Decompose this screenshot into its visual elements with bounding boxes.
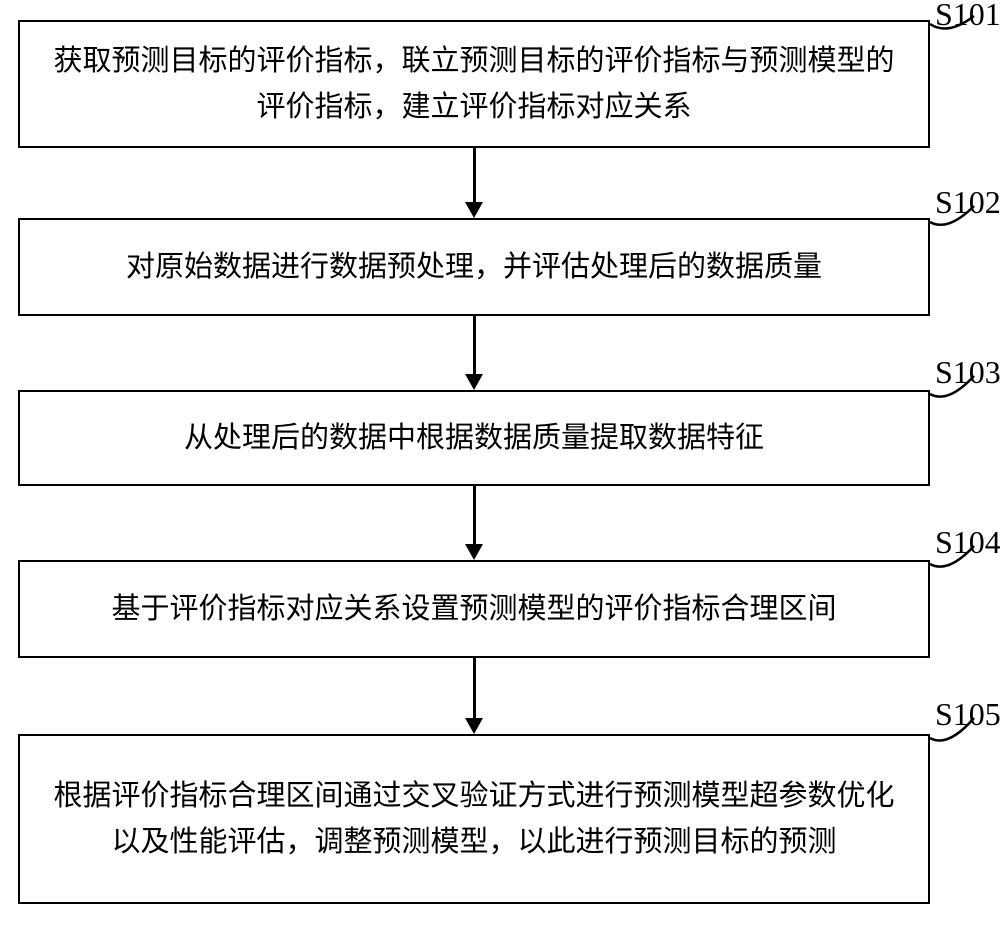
- step-text: 从处理后的数据中根据数据质量提取数据特征: [184, 415, 764, 461]
- flowchart-canvas: 获取预测目标的评价指标，联立预测目标的评价指标与预测模型的评价指标，建立评价指标…: [0, 0, 1000, 932]
- arrow-4-head: [465, 718, 483, 734]
- step-box-s105: 根据评价指标合理区间通过交叉验证方式进行预测模型超参数优化以及性能评估，调整预测…: [18, 734, 930, 904]
- step-box-s103: 从处理后的数据中根据数据质量提取数据特征: [18, 390, 930, 486]
- step-label-s101: S101: [935, 0, 1000, 33]
- step-label-s102: S102: [935, 184, 1000, 221]
- arrow-1-line: [473, 148, 476, 202]
- step-text: 获取预测目标的评价指标，联立预测目标的评价指标与预测模型的评价指标，建立评价指标…: [42, 38, 906, 131]
- step-text: 对原始数据进行数据预处理，并评估处理后的数据质量: [126, 244, 822, 290]
- step-box-s102: 对原始数据进行数据预处理，并评估处理后的数据质量: [18, 218, 930, 316]
- step-box-s101: 获取预测目标的评价指标，联立预测目标的评价指标与预测模型的评价指标，建立评价指标…: [18, 20, 930, 148]
- step-text: 基于评价指标对应关系设置预测模型的评价指标合理区间: [111, 586, 836, 632]
- step-label-s105: S105: [935, 696, 1000, 733]
- step-box-s104: 基于评价指标对应关系设置预测模型的评价指标合理区间: [18, 560, 930, 658]
- step-label-s104: S104: [935, 524, 1000, 561]
- arrow-4-line: [473, 658, 476, 718]
- step-label-s103: S103: [935, 354, 1000, 391]
- arrow-2-head: [465, 374, 483, 390]
- arrow-2-line: [473, 316, 476, 374]
- arrow-1-head: [465, 202, 483, 218]
- arrow-3-line: [473, 486, 476, 544]
- step-text: 根据评价指标合理区间通过交叉验证方式进行预测模型超参数优化以及性能评估，调整预测…: [42, 773, 906, 866]
- arrow-3-head: [465, 544, 483, 560]
